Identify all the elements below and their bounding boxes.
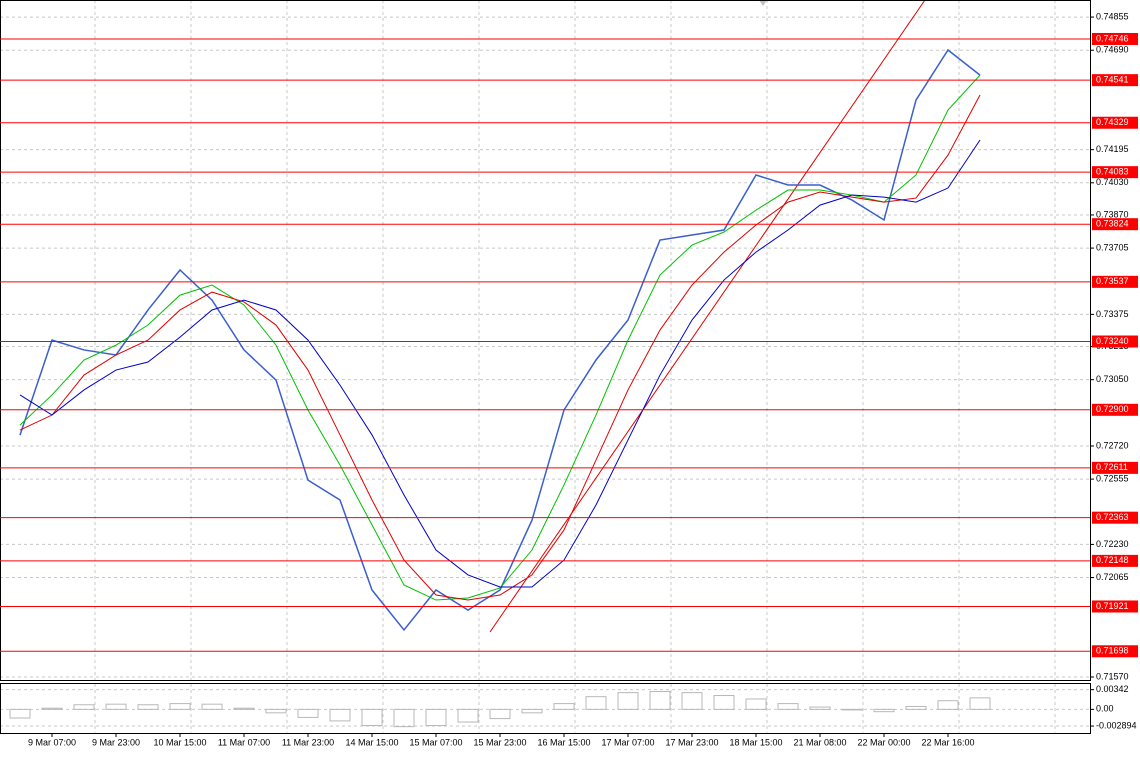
y-tick-label: 0.71570 (1096, 671, 1129, 681)
oscillator-bar (489, 708, 511, 720)
y-tick-label: 0.74855 (1096, 11, 1129, 21)
level-label-box (1092, 461, 1138, 474)
oscillator-bar (393, 708, 415, 728)
level-label: 0.71698 (1096, 646, 1129, 656)
oscillator-bar (137, 704, 159, 710)
oscillator-bar (841, 708, 863, 711)
level-label-box (1092, 335, 1138, 348)
y-tick-label: 0.72555 (1096, 473, 1129, 483)
oscillator-bar (9, 708, 31, 719)
moving-average (19, 74, 981, 601)
level-label: 0.74329 (1096, 117, 1129, 127)
y-tick-label: 0.72230 (1096, 539, 1129, 549)
y-tick-label: 0.73050 (1096, 374, 1129, 384)
x-tick-label: 9 Mar 23:00 (92, 737, 140, 747)
level-label-box (1092, 600, 1138, 613)
level-label-box (1092, 32, 1138, 45)
level-label: 0.71921 (1096, 601, 1129, 611)
oscillator-bar (585, 696, 607, 710)
level-label: 0.72148 (1096, 555, 1129, 565)
oscillator-bar (265, 708, 287, 714)
x-tick-label: 15 Mar 23:00 (473, 737, 526, 747)
level-label-box (1092, 511, 1138, 524)
oscillator-bar (41, 707, 63, 710)
moving-average (19, 94, 981, 601)
x-tick-label: 18 Mar 15:00 (729, 737, 782, 747)
level-label: 0.74083 (1096, 167, 1129, 177)
x-tick-label: 11 Mar 23:00 (282, 737, 334, 747)
oscillator-bar (521, 708, 543, 714)
y-tick-label: 0.72720 (1096, 440, 1129, 450)
level-label-box (1092, 554, 1138, 567)
oscillator-bar (169, 703, 191, 710)
oscillator-bar (873, 708, 895, 713)
x-tick-label: 15 Mar 07:00 (409, 737, 462, 747)
oscillator-frame (0, 683, 1091, 734)
oscillator-bar (297, 708, 319, 718)
y-tick-label: -0.002894 (1096, 720, 1137, 730)
x-tick-label: 11 Mar 07:00 (218, 737, 270, 747)
y-tick-label: 0.73870 (1096, 209, 1129, 219)
level-label: 0.73537 (1096, 276, 1129, 286)
y-tick-label: 0.72065 (1096, 572, 1129, 582)
oscillator-bar (713, 695, 735, 710)
oscillator-bar (105, 703, 127, 710)
oscillator-bar (809, 706, 831, 710)
level-label: 0.73824 (1096, 219, 1129, 229)
level-label-box (1092, 116, 1138, 129)
x-tick-label: 16 Mar 15:00 (537, 737, 590, 747)
oscillator-bar (425, 708, 447, 727)
x-tick-label: 17 Mar 07:00 (601, 737, 654, 747)
level-label: 0.74541 (1096, 75, 1129, 85)
oscillator-bar (201, 703, 223, 710)
x-tick-label: 21 Mar 08:00 (793, 737, 846, 747)
oscillator-bar (969, 697, 991, 710)
main-frame (0, 0, 1091, 681)
level-label: 0.74746 (1096, 33, 1129, 43)
shift-marker (759, 0, 767, 6)
price-line (19, 48, 981, 632)
y-tick-label: 0.73705 (1096, 242, 1129, 252)
level-label-box (1092, 403, 1138, 416)
x-tick-label: 9 Mar 07:00 (28, 737, 76, 747)
y-tick-label: 0.74030 (1096, 177, 1129, 187)
x-tick-label: 22 Mar 00:00 (857, 737, 910, 747)
y-tick-label: 0.00342 (1096, 684, 1129, 694)
level-label-box (1092, 166, 1138, 179)
level-label-box (1092, 275, 1138, 288)
y-tick-label: 0.74690 (1096, 45, 1129, 55)
oscillator-bar (937, 700, 959, 710)
oscillator-bar (681, 692, 703, 710)
oscillator-bar (745, 698, 767, 710)
oscillator-bar (361, 708, 383, 727)
level-label: 0.73240 (1096, 336, 1129, 346)
oscillator-bar (649, 690, 671, 710)
oscillator-bar (329, 708, 351, 722)
moving-average (19, 139, 981, 588)
y-tick-label: 0.00 (1096, 704, 1114, 714)
x-tick-label: 22 Mar 16:00 (921, 737, 974, 747)
oscillator-bar (233, 707, 255, 710)
trend-line (489, 0, 926, 633)
y-tick-label: 0.73375 (1096, 309, 1129, 319)
level-label: 0.72611 (1096, 462, 1128, 472)
level-label: 0.72363 (1096, 512, 1129, 522)
level-label-box (1092, 74, 1138, 87)
x-tick-label: 14 Mar 15:00 (345, 737, 398, 747)
level-label: 0.72900 (1096, 404, 1129, 414)
oscillator-bar (617, 692, 639, 710)
x-tick-label: 10 Mar 15:00 (153, 737, 206, 747)
oscillator-bar (553, 703, 575, 710)
x-tick-label: 17 Mar 23:00 (665, 737, 718, 747)
y-tick-label: 0.74195 (1096, 144, 1129, 154)
level-label-box (1092, 218, 1138, 231)
oscillator-bar (457, 708, 479, 723)
oscillator-bar (905, 705, 927, 710)
oscillator-bar (73, 704, 95, 710)
level-label-box (1092, 645, 1138, 658)
oscillator-bar (777, 703, 799, 710)
